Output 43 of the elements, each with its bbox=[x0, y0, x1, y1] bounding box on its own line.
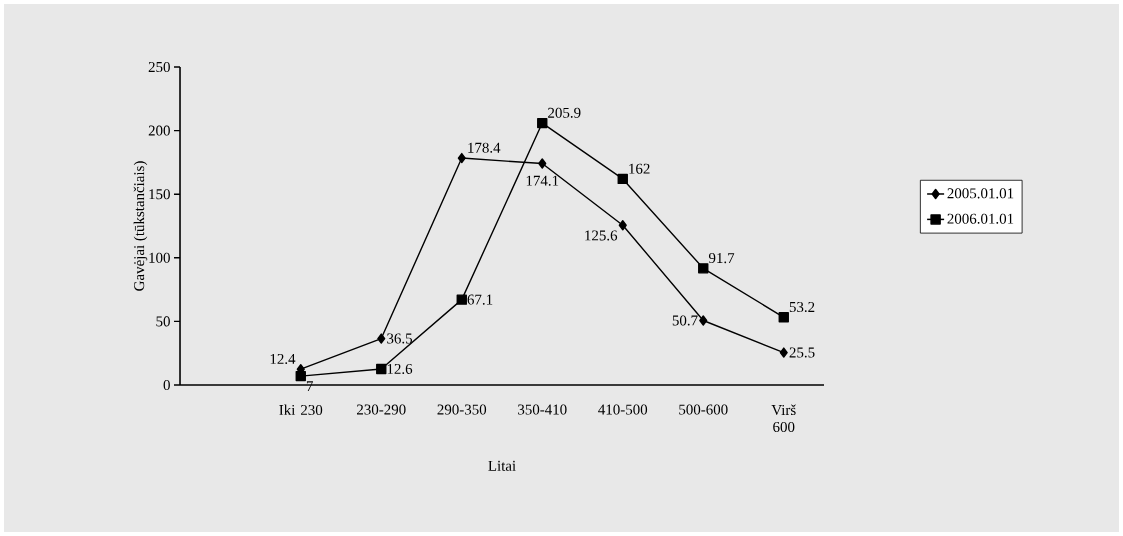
x-tick-label: Virš 600 bbox=[771, 404, 796, 432]
y-tick-label: 50 bbox=[156, 316, 170, 327]
point bbox=[376, 363, 387, 375]
x-axis-title: Litai bbox=[488, 460, 516, 471]
data-label: 205.9 bbox=[548, 107, 581, 118]
point bbox=[698, 263, 709, 274]
data-label: 162 bbox=[629, 163, 650, 174]
data-label: 12.4 bbox=[270, 353, 296, 365]
point bbox=[617, 173, 628, 185]
x-tick-label: Iki 230 bbox=[279, 404, 323, 416]
data-label: 67.1 bbox=[467, 294, 493, 305]
y-tick-label: 150 bbox=[149, 189, 170, 200]
x-tick-label: 410-500 bbox=[598, 404, 648, 415]
x-tick-label: 230-290 bbox=[357, 404, 406, 415]
data-label: 50.7 bbox=[672, 315, 698, 326]
legend-label: 2005.01.01 bbox=[947, 188, 1014, 199]
data-label: 36.5 bbox=[387, 333, 413, 344]
x-tick-label: 500-600 bbox=[679, 404, 728, 415]
data-label: 91.7 bbox=[708, 253, 735, 264]
y-tick-label: 100 bbox=[149, 252, 170, 263]
data-label: 25.5 bbox=[789, 347, 815, 358]
x-tick-label: 290-350 bbox=[437, 404, 487, 415]
point bbox=[618, 220, 627, 231]
data-label: 178.4 bbox=[468, 142, 501, 153]
y-axis-title: Gavėjai (tūkstančiais) bbox=[133, 161, 148, 291]
point bbox=[699, 315, 708, 326]
y-tick-label: 200 bbox=[148, 125, 170, 136]
y-tick-label: 250 bbox=[148, 61, 170, 73]
data-label: 125.6 bbox=[585, 230, 618, 241]
point bbox=[457, 152, 466, 164]
x-tick-label: 350-410 bbox=[518, 404, 567, 415]
legend-label: 2006.01.01 bbox=[947, 213, 1014, 224]
data-label: 174.1 bbox=[526, 175, 559, 186]
point bbox=[537, 117, 548, 129]
point bbox=[377, 333, 386, 344]
data-label: 53.2 bbox=[789, 302, 815, 313]
point bbox=[456, 294, 467, 305]
y-tick-label: 0 bbox=[163, 379, 170, 391]
point bbox=[538, 158, 547, 169]
point bbox=[778, 312, 789, 323]
data-label: 12.6 bbox=[387, 363, 413, 375]
point bbox=[779, 347, 788, 358]
point bbox=[295, 370, 306, 382]
